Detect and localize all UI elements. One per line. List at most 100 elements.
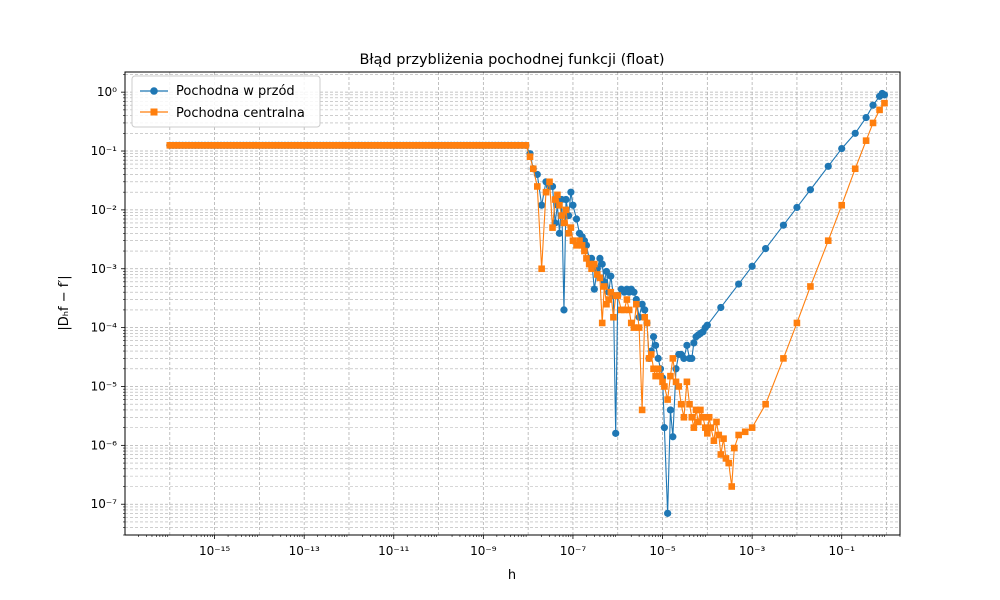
data-point [630, 324, 638, 331]
data-point [722, 455, 730, 462]
data-point [680, 354, 688, 363]
data-point [638, 406, 646, 414]
data-point [533, 183, 541, 190]
data-point [669, 433, 677, 441]
x-tick-label: 10⁻¹³ [289, 544, 320, 558]
data-point [741, 428, 749, 436]
data-point [851, 129, 859, 137]
data-point [569, 237, 577, 244]
data-point [710, 437, 718, 444]
data-point [612, 429, 620, 437]
data-point [603, 300, 610, 308]
y-axis-label: |Dₕf − f′| [57, 275, 72, 330]
data-point [688, 413, 696, 421]
data-point [551, 196, 559, 203]
data-point [728, 483, 736, 490]
data-point [554, 191, 561, 199]
data-point [715, 431, 723, 439]
data-point [647, 351, 655, 358]
data-point [560, 306, 568, 314]
chart-title: Błąd przybliżenia pochodnej funkcji (flo… [359, 52, 664, 68]
data-point [614, 292, 622, 299]
data-point [869, 101, 877, 109]
data-point [549, 224, 556, 231]
data-point [824, 162, 832, 170]
data-point [652, 341, 660, 349]
x-tick-label: 10⁻⁵ [649, 544, 676, 558]
data-point [690, 424, 698, 431]
data-point [598, 319, 606, 327]
x-tick-label: 10⁻¹⁵ [199, 544, 230, 558]
legend-box [131, 75, 321, 128]
series-layer [166, 89, 889, 517]
data-point [654, 354, 662, 363]
data-point [641, 306, 649, 314]
data-point [862, 113, 870, 122]
legend-item-forward: Pochodna w przód [140, 84, 295, 99]
data-point [610, 313, 617, 321]
x-tick-label: 10⁻¹ [829, 544, 856, 558]
data-point [692, 406, 700, 414]
data-point [735, 280, 743, 288]
data-point [654, 365, 662, 373]
data-point [508, 142, 515, 149]
data-point [876, 106, 883, 114]
data-point [666, 406, 675, 414]
data-point [717, 303, 725, 312]
data-point [576, 237, 583, 244]
data-point [688, 354, 696, 363]
data-point [607, 272, 615, 280]
data-point [645, 355, 653, 362]
data-point [838, 144, 846, 153]
data-point [567, 188, 575, 196]
data-point [703, 321, 711, 329]
data-point [567, 224, 575, 231]
data-point [807, 283, 814, 290]
data-point [596, 274, 604, 282]
y-tick-label: 10⁻⁷ [91, 497, 118, 511]
data-point [562, 195, 570, 204]
data-point [596, 254, 604, 262]
legend: Pochodna w przód Pochodna centralna [131, 75, 321, 128]
data-point [657, 372, 664, 380]
series-line [169, 102, 885, 487]
data-point [583, 255, 590, 262]
data-point [587, 254, 596, 262]
x-axis-label: h [508, 568, 516, 583]
data-point [635, 324, 643, 331]
data-point [620, 306, 628, 314]
y-tick-label: 10⁰ [97, 85, 117, 99]
data-point [514, 142, 522, 149]
x-tick-label: 10⁻⁷ [560, 544, 587, 558]
data-point [731, 444, 738, 452]
data-point [627, 319, 635, 327]
y-tick-label: 10⁻³ [91, 262, 118, 276]
legend-marker-central [150, 108, 158, 116]
x-tick-label: 10⁻³ [739, 544, 766, 558]
data-point [838, 201, 846, 209]
y-axis-ticks: 10⁻⁷ 10⁻⁶ 10⁻⁵ 10⁻⁴ 10⁻³ 10⁻² 10⁻¹ 10⁰ [91, 74, 125, 536]
data-point [588, 265, 595, 273]
axes-frame [124, 71, 901, 536]
data-point [501, 142, 509, 149]
data-point [664, 509, 672, 517]
data-point [649, 333, 658, 341]
legend-marker-forward [150, 87, 158, 95]
x-axis-ticks: 10⁻¹⁵ 10⁻¹³ 10⁻¹¹ 10⁻⁹ 10⁻⁷ 10⁻⁵ 10⁻³ 10⁻¹ [138, 535, 901, 558]
data-point [713, 418, 720, 426]
data-point [779, 221, 788, 229]
data-point [602, 267, 611, 276]
data-point [565, 230, 572, 237]
data-point [650, 365, 657, 373]
data-point [664, 396, 671, 403]
data-point [881, 99, 888, 107]
data-point [677, 400, 685, 408]
data-point [555, 229, 564, 237]
data-point [717, 451, 725, 458]
data-point [526, 153, 534, 161]
data-point [699, 413, 707, 421]
grid-lines [124, 72, 900, 536]
data-point [625, 306, 633, 314]
data-point [690, 339, 698, 347]
